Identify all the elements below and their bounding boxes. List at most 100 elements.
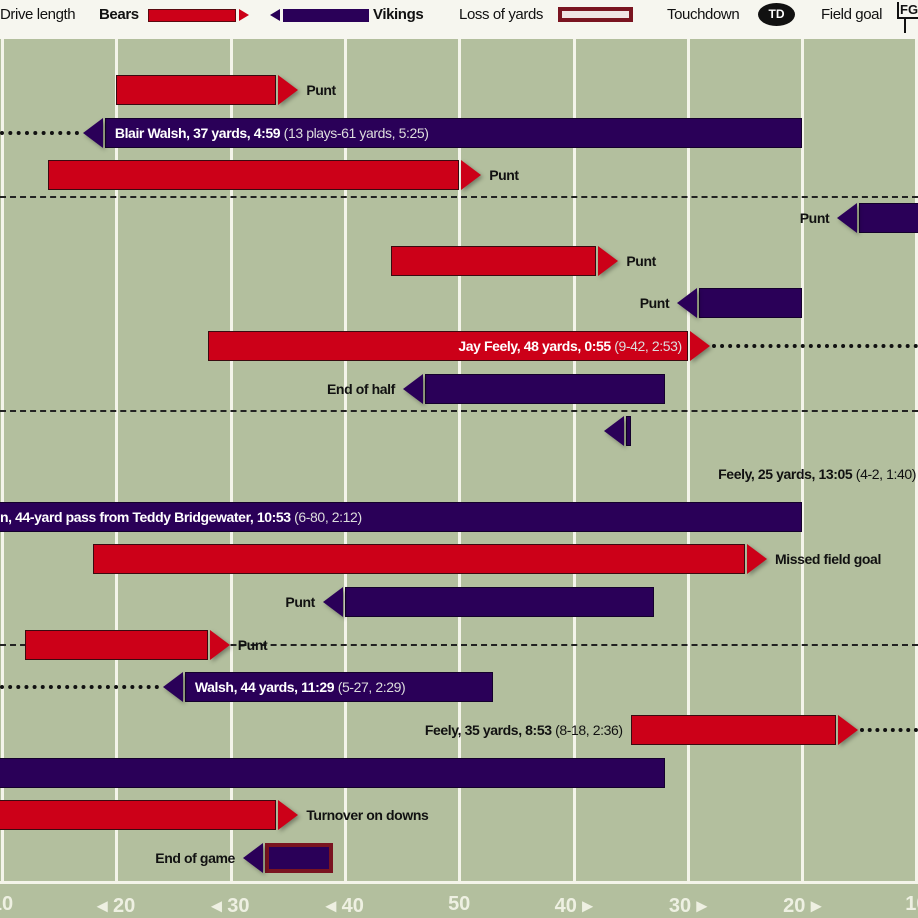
drive-result: Turnover on downs: [306, 807, 429, 824]
drive-result: Punt: [285, 594, 315, 611]
yard-line: [572, 39, 576, 881]
legend-bears-arrow-icon: [239, 9, 249, 21]
tick-label: 30 ▸: [668, 895, 707, 917]
arrow-left-icon: [242, 843, 263, 874]
legend: Drive length Bears Vikings Loss of yards…: [0, 0, 918, 39]
drive-label: n, 44-yard pass from Teddy Bridgewater, …: [0, 509, 362, 525]
drive-label: Missed field goal: [775, 551, 881, 567]
legend-bears-bar: [148, 9, 236, 22]
arrow-left-icon: [604, 416, 625, 447]
yard-line: [229, 39, 233, 881]
scoring-kick-line: [0, 685, 159, 690]
drive-label: Walsh, 44 yards, 11:29 (5-27, 2:29): [194, 679, 406, 696]
drive-label: Turnover on downs: [306, 807, 428, 823]
drive-label: Punt: [489, 167, 519, 183]
drive-result: Punt: [799, 210, 830, 226]
quarter-divider: [0, 409, 918, 412]
vikings-drive-bar: [0, 757, 665, 788]
fg-badge-text: FG: [897, 2, 918, 19]
quarter-divider: [0, 643, 918, 646]
arrow-left-icon: [162, 672, 183, 703]
legend-vikings-bar: [283, 9, 369, 22]
legend-loss-of-yards: Loss of yards: [459, 6, 544, 23]
bears-drive-bar: [207, 331, 688, 362]
yard-line: [801, 39, 805, 881]
arrow-left-icon: [82, 117, 103, 148]
drive-result: Feely, 35 yards, 8:53: [424, 722, 552, 739]
vikings-drive-bar: [699, 288, 803, 319]
legend-drive-length: Drive length: [0, 6, 76, 23]
drive-summary: (13 plays-61 yards, 5:25): [280, 124, 429, 141]
legend-vikings: Vikings: [373, 6, 424, 23]
arrow-right-icon: [689, 331, 710, 362]
arrow-left-icon: [402, 373, 423, 404]
drive-label: Punt: [238, 637, 268, 653]
tick-label: ◂ 30: [211, 895, 250, 917]
arrow-left-icon: [322, 587, 343, 618]
arrow-right-icon: [838, 715, 859, 746]
yard-line: [1, 39, 4, 881]
drive-summary: (8-18, 2:36): [551, 722, 623, 739]
drive-summary: (5-27, 2:29): [334, 679, 406, 696]
drive-result: Punt: [237, 636, 268, 653]
drive-result: Punt: [306, 82, 336, 98]
vikings-drive-bar: [424, 373, 665, 404]
quarter-divider: [0, 196, 918, 199]
drive-label: Punt: [626, 253, 656, 269]
drive-result: n, 44-yard pass from Teddy Bridgewater, …: [0, 508, 291, 525]
tick-label: ◂ 40: [325, 895, 364, 917]
bears-drive-bar: [93, 544, 745, 575]
arrow-left-icon: [677, 288, 698, 319]
vikings-drive-bar: [626, 416, 631, 447]
vikings-drive-bar: [264, 843, 334, 874]
legend-loss-box: [558, 7, 633, 22]
drive-result: Punt: [489, 167, 519, 184]
vikings-drive-bar: [0, 501, 803, 532]
arrow-right-icon: [278, 800, 299, 831]
vikings-drive-bar: [184, 672, 494, 703]
field-goal-icon: FG: [896, 2, 918, 34]
scoring-kick-line: [711, 344, 918, 349]
scoring-kick-line: [860, 728, 918, 733]
bears-drive-bar: [390, 245, 597, 276]
legend-field-goal: Field goal: [821, 6, 883, 23]
legend-bears: Bears: [99, 6, 139, 23]
drive-result: Feely, 25 yards, 13:05: [718, 466, 853, 483]
scoring-kick-line: [0, 130, 79, 135]
fg-post: [904, 19, 906, 33]
legend-touchdown: Touchdown: [667, 6, 740, 23]
drive-result: Walsh, 44 yards, 11:29: [194, 679, 335, 696]
drive-result: Missed field goal: [774, 551, 881, 568]
vikings-drive-bar: [859, 203, 918, 233]
arrow-right-icon: [746, 544, 767, 575]
drive-label: Punt: [800, 210, 830, 226]
arrow-right-icon: [598, 245, 619, 276]
yard-line: [343, 39, 347, 881]
drive-result: Jay Feely, 48 yards, 0:55: [458, 338, 611, 355]
tick-label: 10: [0, 893, 14, 915]
td-badge-text: TD: [768, 7, 785, 21]
drive-label: End of game: [155, 850, 235, 866]
arrow-right-icon: [461, 160, 482, 191]
legend-vikings-arrow-icon: [270, 9, 280, 21]
drive-label: Punt: [640, 295, 670, 311]
tick-label: 40 ▸: [554, 895, 593, 917]
drive-result: Punt: [639, 295, 670, 312]
drive-label: End of half: [327, 381, 395, 397]
arrow-right-icon: [209, 629, 230, 660]
drive-label: Blair Walsh, 37 yards, 4:59 (13 plays-61…: [115, 125, 429, 141]
tick-label: 50: [448, 893, 471, 915]
drive-label: Punt: [285, 594, 315, 610]
drive-summary: (9-42, 2:53): [610, 338, 682, 355]
touchdown-icon: TD: [758, 3, 795, 26]
tick-label: ◂ 20: [97, 895, 136, 917]
drive-label: Punt: [306, 82, 336, 98]
arrow-right-icon: [278, 75, 299, 105]
drive-summary: (4-2, 1:40): [852, 466, 917, 483]
vikings-drive-bar: [344, 587, 654, 618]
drive-result: Punt: [626, 252, 656, 269]
drive-summary: (6-80, 2:12): [290, 508, 362, 525]
bears-drive-bar: [0, 800, 277, 831]
drive-result: End of game: [155, 850, 235, 867]
drive-label: Jay Feely, 48 yards, 0:55 (9-42, 2:53): [458, 338, 682, 355]
